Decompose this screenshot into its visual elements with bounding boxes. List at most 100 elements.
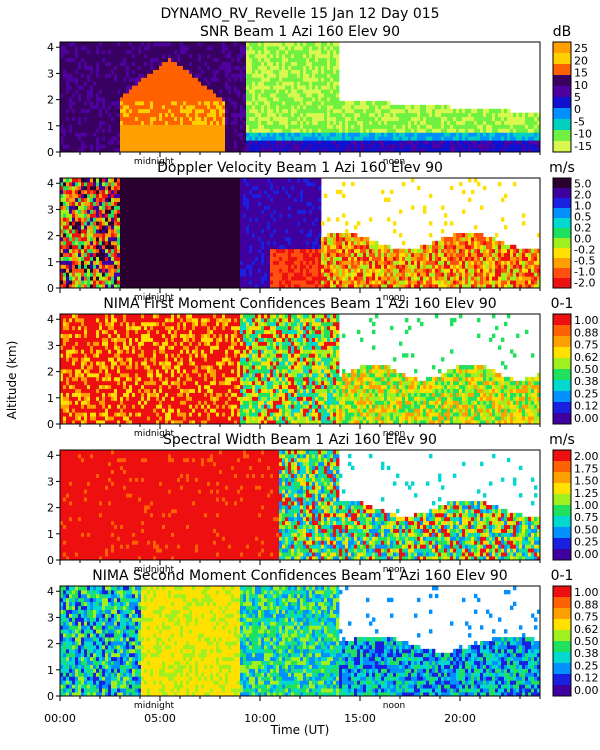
heatmap-cell [126,276,130,281]
heatmap-cell [141,201,145,206]
heatmap-cell [255,136,259,141]
heatmap-cell [84,49,88,55]
heatmap-cell [75,97,79,102]
heatmap-cell [273,97,277,102]
heatmap-cell [81,284,85,289]
heatmap-cell [216,108,220,114]
heatmap-cell [171,189,175,195]
heatmap-cell [90,233,94,238]
heatmap-cell [327,116,331,121]
heatmap-cell [294,136,298,141]
heatmap-cell [120,268,124,273]
heatmap-cell [429,140,433,145]
heatmap-cell [318,77,322,82]
heatmap-cell [219,268,223,273]
heatmap-cell [60,77,64,82]
heatmap-cell [522,120,526,125]
heatmap-cell [273,77,277,82]
heatmap-cell [213,280,217,285]
heatmap-cell [408,128,412,133]
heatmap-cell [198,280,202,285]
heatmap-cell [153,89,157,94]
heatmap-cell [111,185,115,191]
heatmap-cell [282,100,286,106]
heatmap-cell [210,45,214,51]
heatmap-cell [93,178,97,183]
heatmap-cell [129,128,133,133]
heatmap-cell [144,201,148,206]
heatmap-cell [144,42,148,47]
heatmap-cell [264,100,268,106]
heatmap-cell [63,124,67,129]
heatmap-cell [249,140,253,145]
heatmap-cell [420,136,424,141]
heatmap-cell [408,116,412,121]
heatmap-cell [90,136,94,141]
heatmap-cell [138,284,142,289]
heatmap-cell [153,42,157,47]
heatmap-cell [300,136,304,141]
heatmap-cell [162,201,166,206]
heatmap-cell [105,225,109,230]
heatmap-cell [192,136,196,141]
heatmap-cell [162,260,166,265]
heatmap-cell [165,132,169,137]
heatmap-cell [180,272,184,277]
heatmap-cell [72,252,76,257]
heatmap-cell [177,225,181,230]
heatmap-cell [324,61,328,66]
heatmap-cell [159,45,163,51]
heatmap-cell [486,108,490,114]
heatmap-cell [78,197,82,202]
heatmap-cell [246,73,250,78]
heatmap-cell [108,240,112,246]
heatmap-cell [300,77,304,82]
heatmap-cell [171,61,175,66]
heatmap-cell [141,268,145,273]
heatmap-cell [108,144,112,149]
heatmap-cell [75,252,79,257]
heatmap-cell [114,193,118,199]
heatmap-cell [189,77,193,82]
heatmap-cell [270,132,274,137]
heatmap-cell [489,132,493,137]
heatmap-cell [255,144,259,149]
heatmap-cell [183,221,187,226]
heatmap-cell [159,97,163,102]
heatmap-cell [210,89,214,94]
heatmap-cell [159,193,163,199]
heatmap-cell [141,185,145,191]
heatmap-cell [195,178,199,183]
heatmap-cell [249,116,253,121]
heatmap-cell [276,93,280,98]
heatmap-cell [198,276,202,281]
heatmap-cell [204,85,208,90]
heatmap-cell [378,128,382,133]
heatmap-cell [237,69,241,74]
heatmap-cell [198,229,202,234]
heatmap-cell [108,49,112,55]
heatmap-cell [357,104,361,110]
heatmap-cell [120,178,124,183]
heatmap-cell [183,185,187,191]
heatmap-cell [522,140,526,145]
heatmap-cell [222,248,226,254]
heatmap-cell [192,240,196,246]
heatmap-cell [405,140,409,145]
heatmap-cell [276,89,280,94]
heatmap-cell [153,136,157,141]
heatmap-cell [105,77,109,82]
heatmap-cell [486,140,490,145]
heatmap-cell [186,201,190,206]
heatmap-cell [141,221,145,226]
heatmap-cell [267,69,271,74]
heatmap-cell [117,53,121,59]
heatmap-cell [189,248,193,254]
heatmap-cell [168,280,172,285]
heatmap-cell [216,97,220,102]
heatmap-cell [438,148,442,153]
heatmap-cell [534,120,538,125]
heatmap-cell [480,108,484,114]
heatmap-cell [210,178,214,183]
heatmap-cell [93,221,97,226]
